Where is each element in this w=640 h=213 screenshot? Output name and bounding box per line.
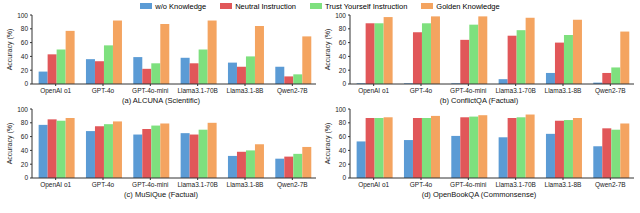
svg-text:Accuracy (%): Accuracy (%) — [324, 123, 332, 165]
svg-text:20: 20 — [21, 161, 29, 168]
svg-text:Llama3.1-70B: Llama3.1-70B — [177, 181, 217, 188]
html-text:Golden Knowledge: Golden Knowledge — [436, 1, 500, 11]
svg-text:40: 40 — [21, 53, 29, 60]
html-text:(c) MuSiQue (Factual): (c) MuSiQue (Factual) — [124, 190, 198, 199]
svg-text:0: 0 — [342, 80, 346, 87]
svg-text:Llama3.1-70B: Llama3.1-70B — [495, 181, 535, 188]
svg-text:Qwen2-7B: Qwen2-7B — [595, 87, 626, 95]
svg-text:OpenAI o1: OpenAI o1 — [358, 87, 389, 95]
svg-text:Qwen2-7B: Qwen2-7B — [277, 181, 308, 189]
svg-text:20: 20 — [339, 67, 347, 74]
svg-text:OpenAI o1: OpenAI o1 — [40, 181, 71, 189]
svg-text:100: 100 — [335, 12, 346, 19]
svg-text:Accuracy (%): Accuracy (%) — [324, 29, 332, 71]
svg-text:80: 80 — [21, 119, 29, 126]
html-text:Trust Yourself Instruction: Trust Yourself Instruction — [325, 1, 408, 11]
svg-text:0: 0 — [342, 174, 346, 181]
html-text:w/o Knowledge: w/o Knowledge — [155, 1, 207, 11]
svg-text:60: 60 — [21, 133, 29, 140]
svg-text:20: 20 — [339, 161, 347, 168]
svg-text:GPT-4o-mini: GPT-4o-mini — [450, 87, 486, 94]
svg-text:Llama3.1-8B: Llama3.1-8B — [545, 181, 582, 188]
svg-text:Accuracy (%): Accuracy (%) — [8, 123, 14, 165]
svg-text:40: 40 — [21, 147, 29, 154]
svg-text:GPT-4o-mini: GPT-4o-mini — [132, 181, 168, 188]
svg-text:60: 60 — [339, 39, 347, 46]
svg-text:Llama3.1-70B: Llama3.1-70B — [495, 87, 535, 94]
svg-text:0: 0 — [24, 80, 28, 87]
svg-text:Llama3.1-70B: Llama3.1-70B — [177, 87, 217, 94]
svg-text:GPT-4o: GPT-4o — [92, 87, 115, 94]
svg-text:Accuracy (%): Accuracy (%) — [8, 29, 14, 71]
html-text:(a) ALCUNA (Scientific): (a) ALCUNA (Scientific) — [122, 96, 200, 105]
html-text:(b) ConflictQA (Factual): (b) ConflictQA (Factual) — [439, 96, 519, 105]
html-text:(d) OpenBookQA (Commonsense): (d) OpenBookQA (Commonsense) — [421, 190, 537, 199]
svg-text:100: 100 — [17, 106, 28, 113]
svg-text:80: 80 — [339, 25, 347, 32]
svg-text:Llama3.1-8B: Llama3.1-8B — [227, 181, 264, 188]
svg-text:GPT-4o-mini: GPT-4o-mini — [132, 87, 168, 94]
svg-text:GPT-4o: GPT-4o — [92, 181, 115, 188]
svg-text:100: 100 — [17, 12, 28, 19]
svg-text:80: 80 — [339, 119, 347, 126]
svg-text:0: 0 — [24, 174, 28, 181]
svg-text:80: 80 — [21, 25, 29, 32]
svg-text:40: 40 — [339, 147, 347, 154]
svg-text:GPT-4o: GPT-4o — [410, 87, 433, 94]
html-text:Neutral Instruction: Neutral Instruction — [235, 1, 296, 11]
svg-text:Qwen2-7B: Qwen2-7B — [595, 181, 626, 189]
svg-text:60: 60 — [339, 133, 347, 140]
svg-text:GPT-4o-mini: GPT-4o-mini — [450, 181, 486, 188]
svg-text:Qwen2-7B: Qwen2-7B — [277, 87, 308, 95]
svg-text:20: 20 — [21, 67, 29, 74]
svg-text:Llama3.1-8B: Llama3.1-8B — [227, 87, 264, 94]
svg-text:100: 100 — [335, 106, 346, 113]
svg-text:OpenAI o1: OpenAI o1 — [40, 87, 71, 95]
svg-text:40: 40 — [339, 53, 347, 60]
svg-text:Llama3.1-8B: Llama3.1-8B — [545, 87, 582, 94]
svg-text:GPT-4o: GPT-4o — [410, 181, 433, 188]
svg-text:60: 60 — [21, 39, 29, 46]
svg-text:OpenAI o1: OpenAI o1 — [358, 181, 389, 189]
